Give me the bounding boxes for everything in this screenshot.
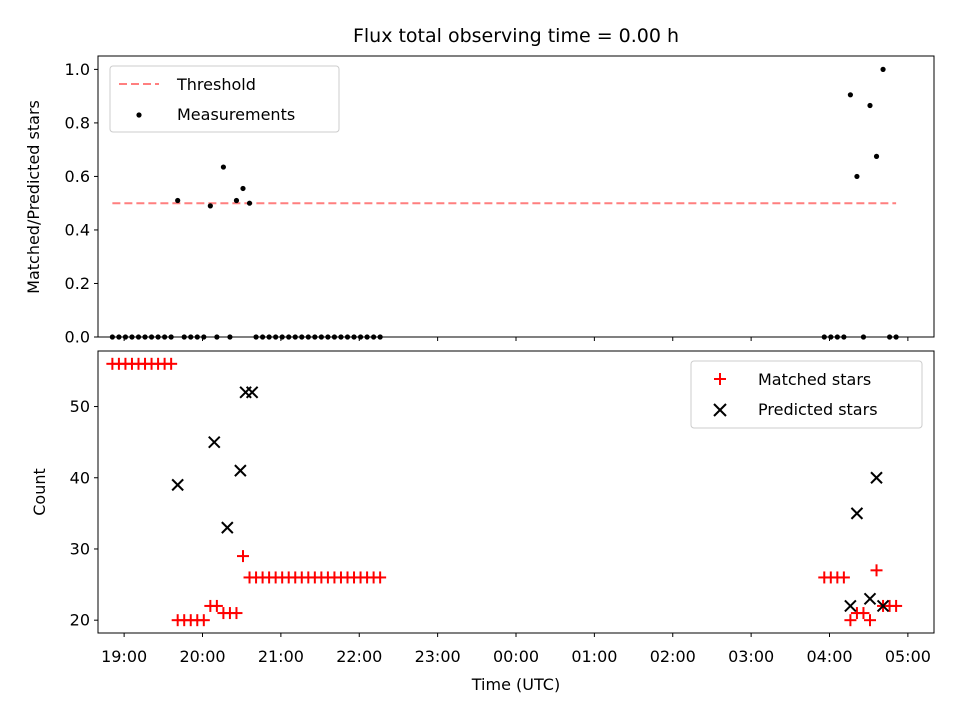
top-y-axis-label: Matched/Predicted stars <box>24 100 43 294</box>
top-y-ticks: 0.0 0.2 0.4 0.6 0.8 1.0 <box>65 60 98 347</box>
bottom-y-tick-label: 50 <box>70 397 90 416</box>
matched-star-marker <box>857 607 870 620</box>
top-legend-box <box>109 65 340 133</box>
matched-star-marker <box>374 571 387 584</box>
measurement-point <box>867 102 873 109</box>
top-y-tick-label: 1.0 <box>65 60 90 79</box>
bottom-y-axis-label: Count <box>30 468 49 516</box>
top-plot-frame <box>97 55 935 338</box>
measurement-point <box>854 173 860 180</box>
bottom-x-tick-label: 20:00 <box>179 647 225 666</box>
predicted-star-marker-b <box>850 507 864 520</box>
bottom-x-tick-label: 19:00 <box>101 647 147 666</box>
matched-star-marker <box>844 614 857 627</box>
bottom-x-tick-label: 05:00 <box>885 647 931 666</box>
predicted-star-marker <box>850 507 864 520</box>
bottom-legend: Matched stars Predicted stars <box>690 360 923 429</box>
legend-measurements-label: Measurements <box>177 105 295 124</box>
predicted-star-marker <box>234 464 247 477</box>
measurement-point <box>847 92 854 98</box>
measurement-point <box>220 164 226 170</box>
legend-predicted-label: Predicted stars <box>758 400 878 419</box>
predicted-star-marker <box>208 435 221 449</box>
legend-matched-label: Matched stars <box>758 370 871 389</box>
top-y-tick-label: 0.0 <box>65 328 90 347</box>
legend-predicted-swatch <box>713 403 727 417</box>
predicted-star-marker-b <box>221 521 234 534</box>
bottom-x-tick-label: 22:00 <box>336 647 382 666</box>
predicted-star-marker <box>876 599 890 613</box>
bottom-x-tick-label: 04:00 <box>806 647 852 666</box>
predicted-star-marker-b <box>234 464 247 477</box>
bottom-y-tick-label: 40 <box>70 468 90 487</box>
predicted-star-marker-b <box>863 592 877 606</box>
predicted-star-marker-b <box>171 478 184 492</box>
predicted-star-marker-b <box>876 599 890 613</box>
matched-star-marker <box>197 614 210 627</box>
matched-star-marker <box>870 564 883 577</box>
legend-threshold-label: Threshold <box>176 75 256 94</box>
bottom-y-ticks: 20 30 40 50 <box>70 397 98 630</box>
matched-star-marker <box>863 614 876 627</box>
bottom-y-tick-label: 20 <box>70 611 90 630</box>
bottom-x-tick-label: 03:00 <box>728 647 774 666</box>
top-y-tick-label: 0.2 <box>65 274 90 293</box>
bottom-x-tick-label: 00:00 <box>493 647 539 666</box>
top-panel: 0.0 0.2 0.4 0.6 0.8 1.0 Matched/Predicted sta… <box>24 55 935 347</box>
top-y-tick-label: 0.4 <box>65 220 90 239</box>
measurement-point <box>207 203 213 209</box>
predicted-star-marker <box>245 386 259 399</box>
predicted-star-marker-b <box>844 599 857 613</box>
predicted-star-marker <box>844 599 857 613</box>
matched-star-marker <box>236 550 249 563</box>
bottom-x-tick-label: 23:00 <box>415 647 461 666</box>
measurement-point <box>240 185 246 192</box>
bottom-x-tick-label: 21:00 <box>258 647 304 666</box>
predicted-stars-points <box>171 386 890 613</box>
top-y-tick-label: 0.8 <box>65 113 90 132</box>
top-legend: Threshold Measurements <box>109 65 340 133</box>
legend-matched-swatch <box>714 373 726 385</box>
predicted-star-marker <box>221 521 234 534</box>
bottom-x-tick-label: 02:00 <box>650 647 696 666</box>
bottom-panel: 20 30 40 50 19:00 20:00 21:00 22:00 23:00 00:00 0… <box>30 350 935 694</box>
predicted-star-marker <box>171 478 184 492</box>
measurement-point <box>175 197 181 204</box>
predicted-star-marker <box>870 471 883 484</box>
bottom-plot-frame <box>97 350 935 634</box>
matched-star-marker <box>230 607 243 620</box>
matched-star-marker <box>210 599 223 612</box>
measurement-point <box>880 66 886 72</box>
chart-title: Flux total observing time = 0.00 h <box>353 25 679 47</box>
matched-star-marker <box>890 599 903 612</box>
measurement-point <box>233 197 240 204</box>
bottom-legend-box <box>690 360 923 429</box>
bottom-y-tick-label: 30 <box>70 539 90 558</box>
matched-star-marker <box>165 357 178 370</box>
predicted-star-marker-b <box>245 386 259 399</box>
legend-measurements-swatch <box>136 112 142 118</box>
matched-star-marker <box>837 571 850 584</box>
x-axis-label: Time (UTC) <box>471 675 560 694</box>
measurement-point <box>246 200 253 206</box>
top-y-tick-label: 0.6 <box>65 167 90 186</box>
predicted-star-marker-b <box>870 471 883 484</box>
measurement-point <box>873 153 880 159</box>
predicted-star-marker <box>863 592 877 606</box>
bottom-x-tick-label: 01:00 <box>571 647 617 666</box>
bottom-x-ticks: 19:00 20:00 21:00 22:00 23:00 00:00 01:00 02:00… <box>101 633 931 666</box>
matched-stars-points <box>106 357 903 627</box>
predicted-star-marker-b <box>208 435 221 449</box>
